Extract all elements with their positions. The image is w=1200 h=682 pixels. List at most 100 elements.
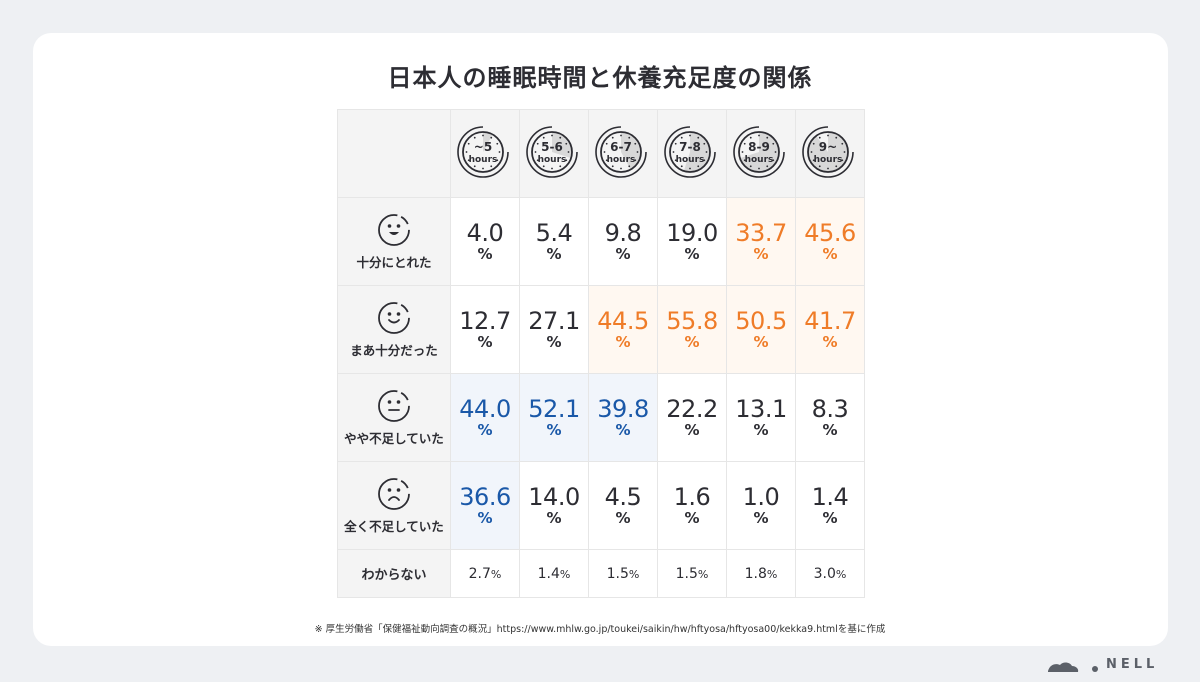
value-number: 55.8 bbox=[666, 307, 718, 335]
row-head: やや不足していた bbox=[337, 373, 451, 462]
clock-tick bbox=[467, 142, 470, 145]
row-label: 十分にとれた bbox=[356, 255, 432, 270]
value-percent: % bbox=[822, 333, 838, 351]
clock-label-bottom: hours bbox=[676, 155, 705, 165]
clock-tick bbox=[766, 136, 769, 139]
col-head: 5-6 hours bbox=[519, 109, 589, 198]
clock-label-bottom: hours bbox=[538, 155, 567, 165]
value-number: 52.1 bbox=[528, 395, 580, 423]
value-cell: 5.4% bbox=[519, 197, 589, 286]
value-number: 1.8 bbox=[744, 565, 767, 582]
clock-tick bbox=[772, 158, 775, 161]
clock-label-top: ~5 bbox=[474, 140, 492, 154]
clock-tick bbox=[542, 136, 545, 139]
value-percent: % bbox=[615, 333, 631, 351]
value-percent: % bbox=[477, 333, 493, 351]
clock-tick bbox=[758, 167, 760, 169]
value-percent: % bbox=[546, 509, 562, 527]
value-number: 44.5 bbox=[597, 307, 649, 335]
clock-fill bbox=[683, 131, 710, 172]
clock-tick bbox=[749, 164, 752, 167]
clock-ring bbox=[664, 125, 716, 178]
clock-tick bbox=[835, 136, 838, 139]
value-cell: 2.7% bbox=[450, 549, 520, 598]
value-number: 12.7 bbox=[459, 307, 511, 335]
value-cell: 1.8% bbox=[726, 549, 796, 598]
value-number: 50.5 bbox=[735, 307, 787, 335]
clock-face bbox=[807, 130, 849, 173]
clock-tick bbox=[551, 134, 553, 136]
value-percent: % bbox=[615, 245, 631, 263]
clock-tick bbox=[672, 150, 675, 153]
value-percent: % bbox=[615, 421, 631, 439]
row-label: まあ十分だった bbox=[350, 343, 438, 358]
clock-tick bbox=[743, 158, 746, 161]
value-number: 1.4 bbox=[811, 483, 849, 511]
clock-tick bbox=[705, 150, 708, 153]
logo-text: NELL bbox=[1106, 657, 1159, 672]
clock-face bbox=[600, 130, 642, 173]
table-row: 全く不足していた 36.6% 14.0% 4.5% 1.6% 1.0% 1.4% bbox=[337, 461, 865, 550]
clock-tick bbox=[749, 136, 752, 139]
clock-ring bbox=[802, 125, 854, 178]
clock-tick bbox=[634, 142, 637, 145]
value-percent: % bbox=[835, 567, 847, 581]
clock-icon: ~5 hours bbox=[457, 125, 509, 178]
col-head: 8-9 hours bbox=[726, 109, 796, 198]
clock-tick bbox=[490, 164, 493, 167]
value-cell: 4.5% bbox=[588, 461, 658, 550]
value-cell: 9.8% bbox=[588, 197, 658, 286]
value-percent: % bbox=[766, 567, 778, 581]
clock-tick bbox=[482, 134, 484, 136]
clock-tick bbox=[628, 136, 631, 139]
value-cell: 45.6% bbox=[795, 197, 865, 286]
clock-label-bottom: hours bbox=[607, 155, 636, 165]
value-percent: % bbox=[753, 245, 769, 263]
clock-tick bbox=[467, 158, 470, 161]
value-number: 9.8 bbox=[604, 219, 642, 247]
clock-tick bbox=[812, 158, 815, 161]
clock-tick bbox=[772, 142, 775, 145]
row-head: まあ十分だった bbox=[337, 285, 451, 374]
col-head: 7-8 hours bbox=[657, 109, 727, 198]
clock-tick bbox=[680, 164, 683, 167]
row-label: やや不足していた bbox=[344, 431, 444, 446]
value-percent: % bbox=[546, 421, 562, 439]
header-row: ~5 hours 5-6 hours 6-7 hours 7-8 hours 8 bbox=[337, 109, 865, 198]
value-percent: % bbox=[477, 509, 493, 527]
value-percent: % bbox=[546, 245, 562, 263]
clock-tick bbox=[620, 134, 622, 136]
clock-tick bbox=[565, 158, 568, 161]
value-cell: 41.7% bbox=[795, 285, 865, 374]
value-number: 3.0 bbox=[813, 565, 836, 582]
clock-ring bbox=[595, 125, 647, 178]
row-label: わからない bbox=[361, 568, 427, 583]
value-number: 36.6 bbox=[459, 483, 511, 511]
row-head: 十分にとれた bbox=[337, 197, 451, 286]
clock-tick bbox=[473, 164, 476, 167]
value-number: 4.5 bbox=[604, 483, 642, 511]
value-number: 45.6 bbox=[804, 219, 856, 247]
clock-tick bbox=[536, 142, 539, 145]
value-cell: 36.6% bbox=[450, 461, 520, 550]
value-number: 1.6 bbox=[673, 483, 711, 511]
value-number: 1.5 bbox=[606, 565, 629, 582]
nell-logo-icon bbox=[1048, 662, 1098, 672]
clock-fill bbox=[808, 131, 848, 172]
value-number: 8.3 bbox=[811, 395, 849, 423]
value-cell: 55.8% bbox=[657, 285, 727, 374]
clock-tick bbox=[689, 167, 691, 169]
clock-fill bbox=[552, 131, 572, 158]
value-cell: 1.5% bbox=[657, 549, 727, 598]
value-percent: % bbox=[684, 421, 700, 439]
value-percent: % bbox=[477, 421, 493, 439]
clock-tick bbox=[827, 167, 829, 169]
value-number: 1.0 bbox=[742, 483, 780, 511]
clock-tick bbox=[680, 136, 683, 139]
clock-label-top: 7-8 bbox=[679, 140, 701, 154]
clock-tick bbox=[703, 158, 706, 161]
row-label: 全く不足していた bbox=[344, 519, 444, 534]
clock-tick bbox=[465, 150, 468, 153]
clock-tick bbox=[536, 158, 539, 161]
chart-title: 日本人の睡眠時間と休養充足度の関係 bbox=[387, 64, 813, 92]
